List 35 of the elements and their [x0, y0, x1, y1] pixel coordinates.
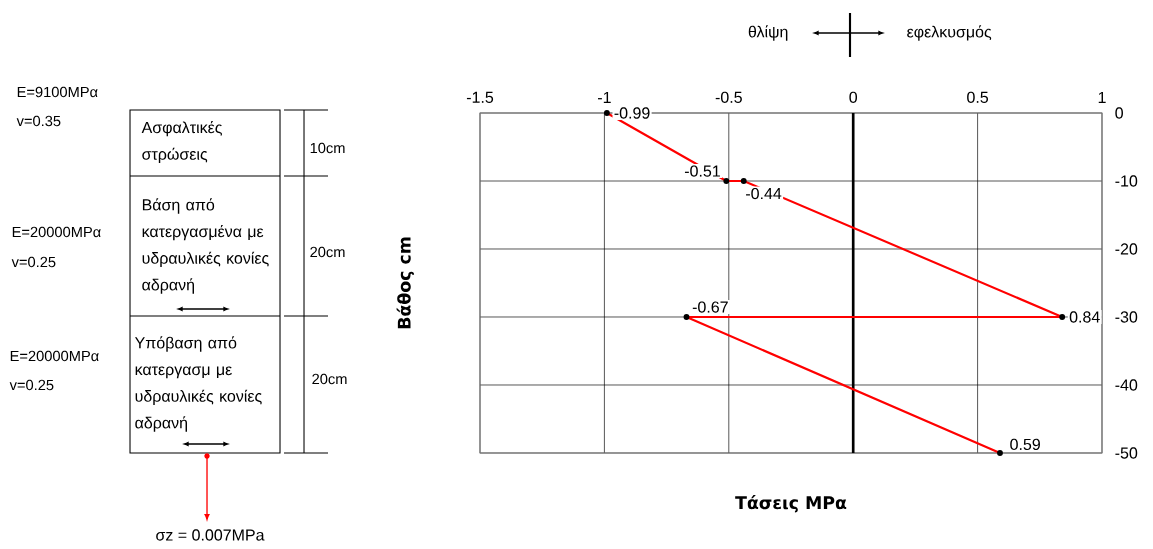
- y-tick-label: -40: [1115, 379, 1138, 391]
- annotation: -0.44: [746, 187, 782, 200]
- annotation: -0.99: [614, 107, 650, 119]
- text: v=0.25: [9, 379, 54, 391]
- text: 20cm: [310, 246, 345, 258]
- text: v=0.25: [11, 256, 56, 268]
- text: 20cm: [312, 373, 347, 385]
- y-tick-label: -30: [1115, 311, 1138, 323]
- x-tick-label: -1.5: [466, 91, 494, 103]
- x-axis-title: Τάσεις ΜPα: [735, 495, 847, 513]
- x-tick-label: 0.5: [967, 91, 989, 103]
- x-tick-label: -1: [598, 91, 611, 103]
- x-tick-label: 0: [849, 91, 858, 103]
- y-tick-label: -50: [1115, 447, 1138, 459]
- x-tick-label: -0.5: [715, 91, 742, 103]
- text: v=0.35: [16, 115, 61, 127]
- x-tick-label: 1: [1098, 91, 1106, 103]
- text: E=9100MPα: [17, 86, 98, 98]
- text: Υπόβαση από κατεργασμ με υδραυλικές κονίες αδρανή: [134, 336, 262, 432]
- annotation: 0.59: [1010, 438, 1040, 451]
- text: E=20000MPα: [10, 350, 99, 362]
- text: εφελκυσμός: [907, 25, 992, 41]
- text: Βάση από κατεργασμένα με υδραυλικές κονίες αδρανή: [142, 198, 269, 294]
- text: θλίψη: [748, 25, 788, 41]
- annotation: -0.51: [684, 165, 720, 177]
- y-axis-title: Βάθος cm: [396, 237, 415, 329]
- text: Ασφαλτικές στρώσεις: [141, 120, 222, 164]
- y-tick-label: -20: [1115, 243, 1138, 255]
- annotation: 0.84: [1069, 311, 1100, 323]
- y-tick-label: -10: [1115, 175, 1138, 187]
- text: σz = 0.007MPa: [156, 529, 265, 541]
- text: 10cm: [310, 142, 345, 154]
- text: E=20000MPα: [12, 226, 101, 238]
- y-tick-label: 0: [1115, 107, 1123, 119]
- annotation: -0.67: [692, 301, 728, 313]
